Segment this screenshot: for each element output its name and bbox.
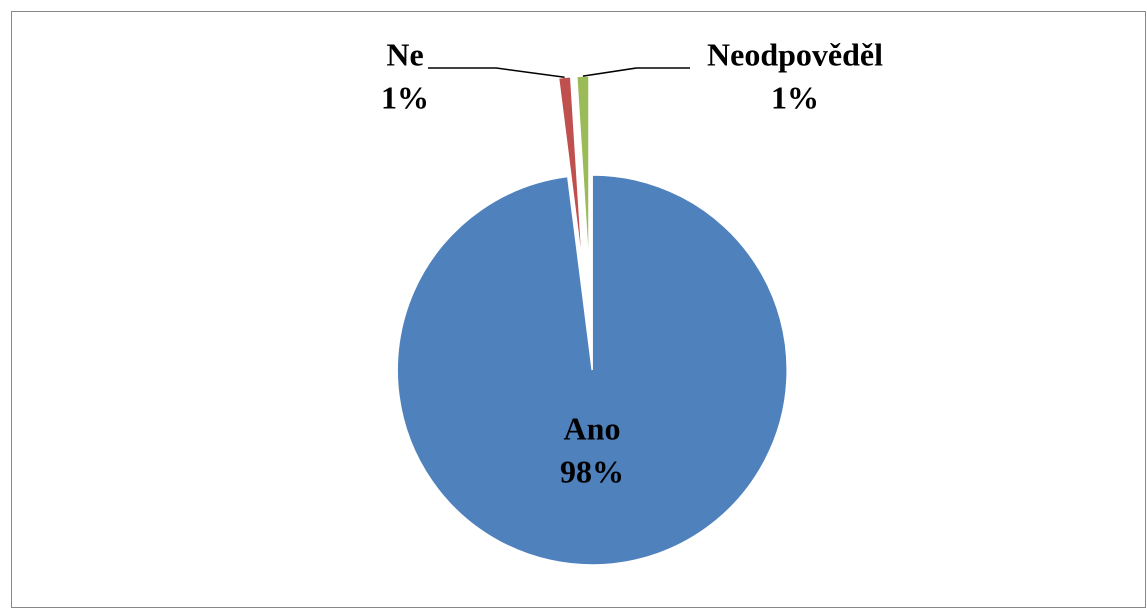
leader-line [428,67,565,79]
category-label: Ano [564,410,621,446]
value-label: 1% [381,79,429,115]
pie-slice [575,75,590,272]
category-label: Ne [386,36,423,72]
category-label: Neodpověděl [707,36,883,72]
pie-slice [396,174,788,566]
leader-line [582,67,690,77]
value-label: 1% [771,79,819,115]
value-label: 98% [560,453,624,489]
